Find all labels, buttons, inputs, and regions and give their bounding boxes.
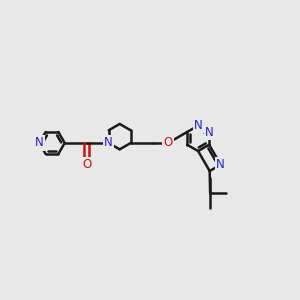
Text: N: N (35, 136, 44, 149)
Text: N: N (104, 136, 113, 149)
Text: N: N (216, 158, 225, 171)
Text: N: N (205, 125, 214, 139)
Text: O: O (164, 136, 173, 149)
Text: N: N (194, 119, 203, 132)
Text: O: O (82, 158, 91, 172)
